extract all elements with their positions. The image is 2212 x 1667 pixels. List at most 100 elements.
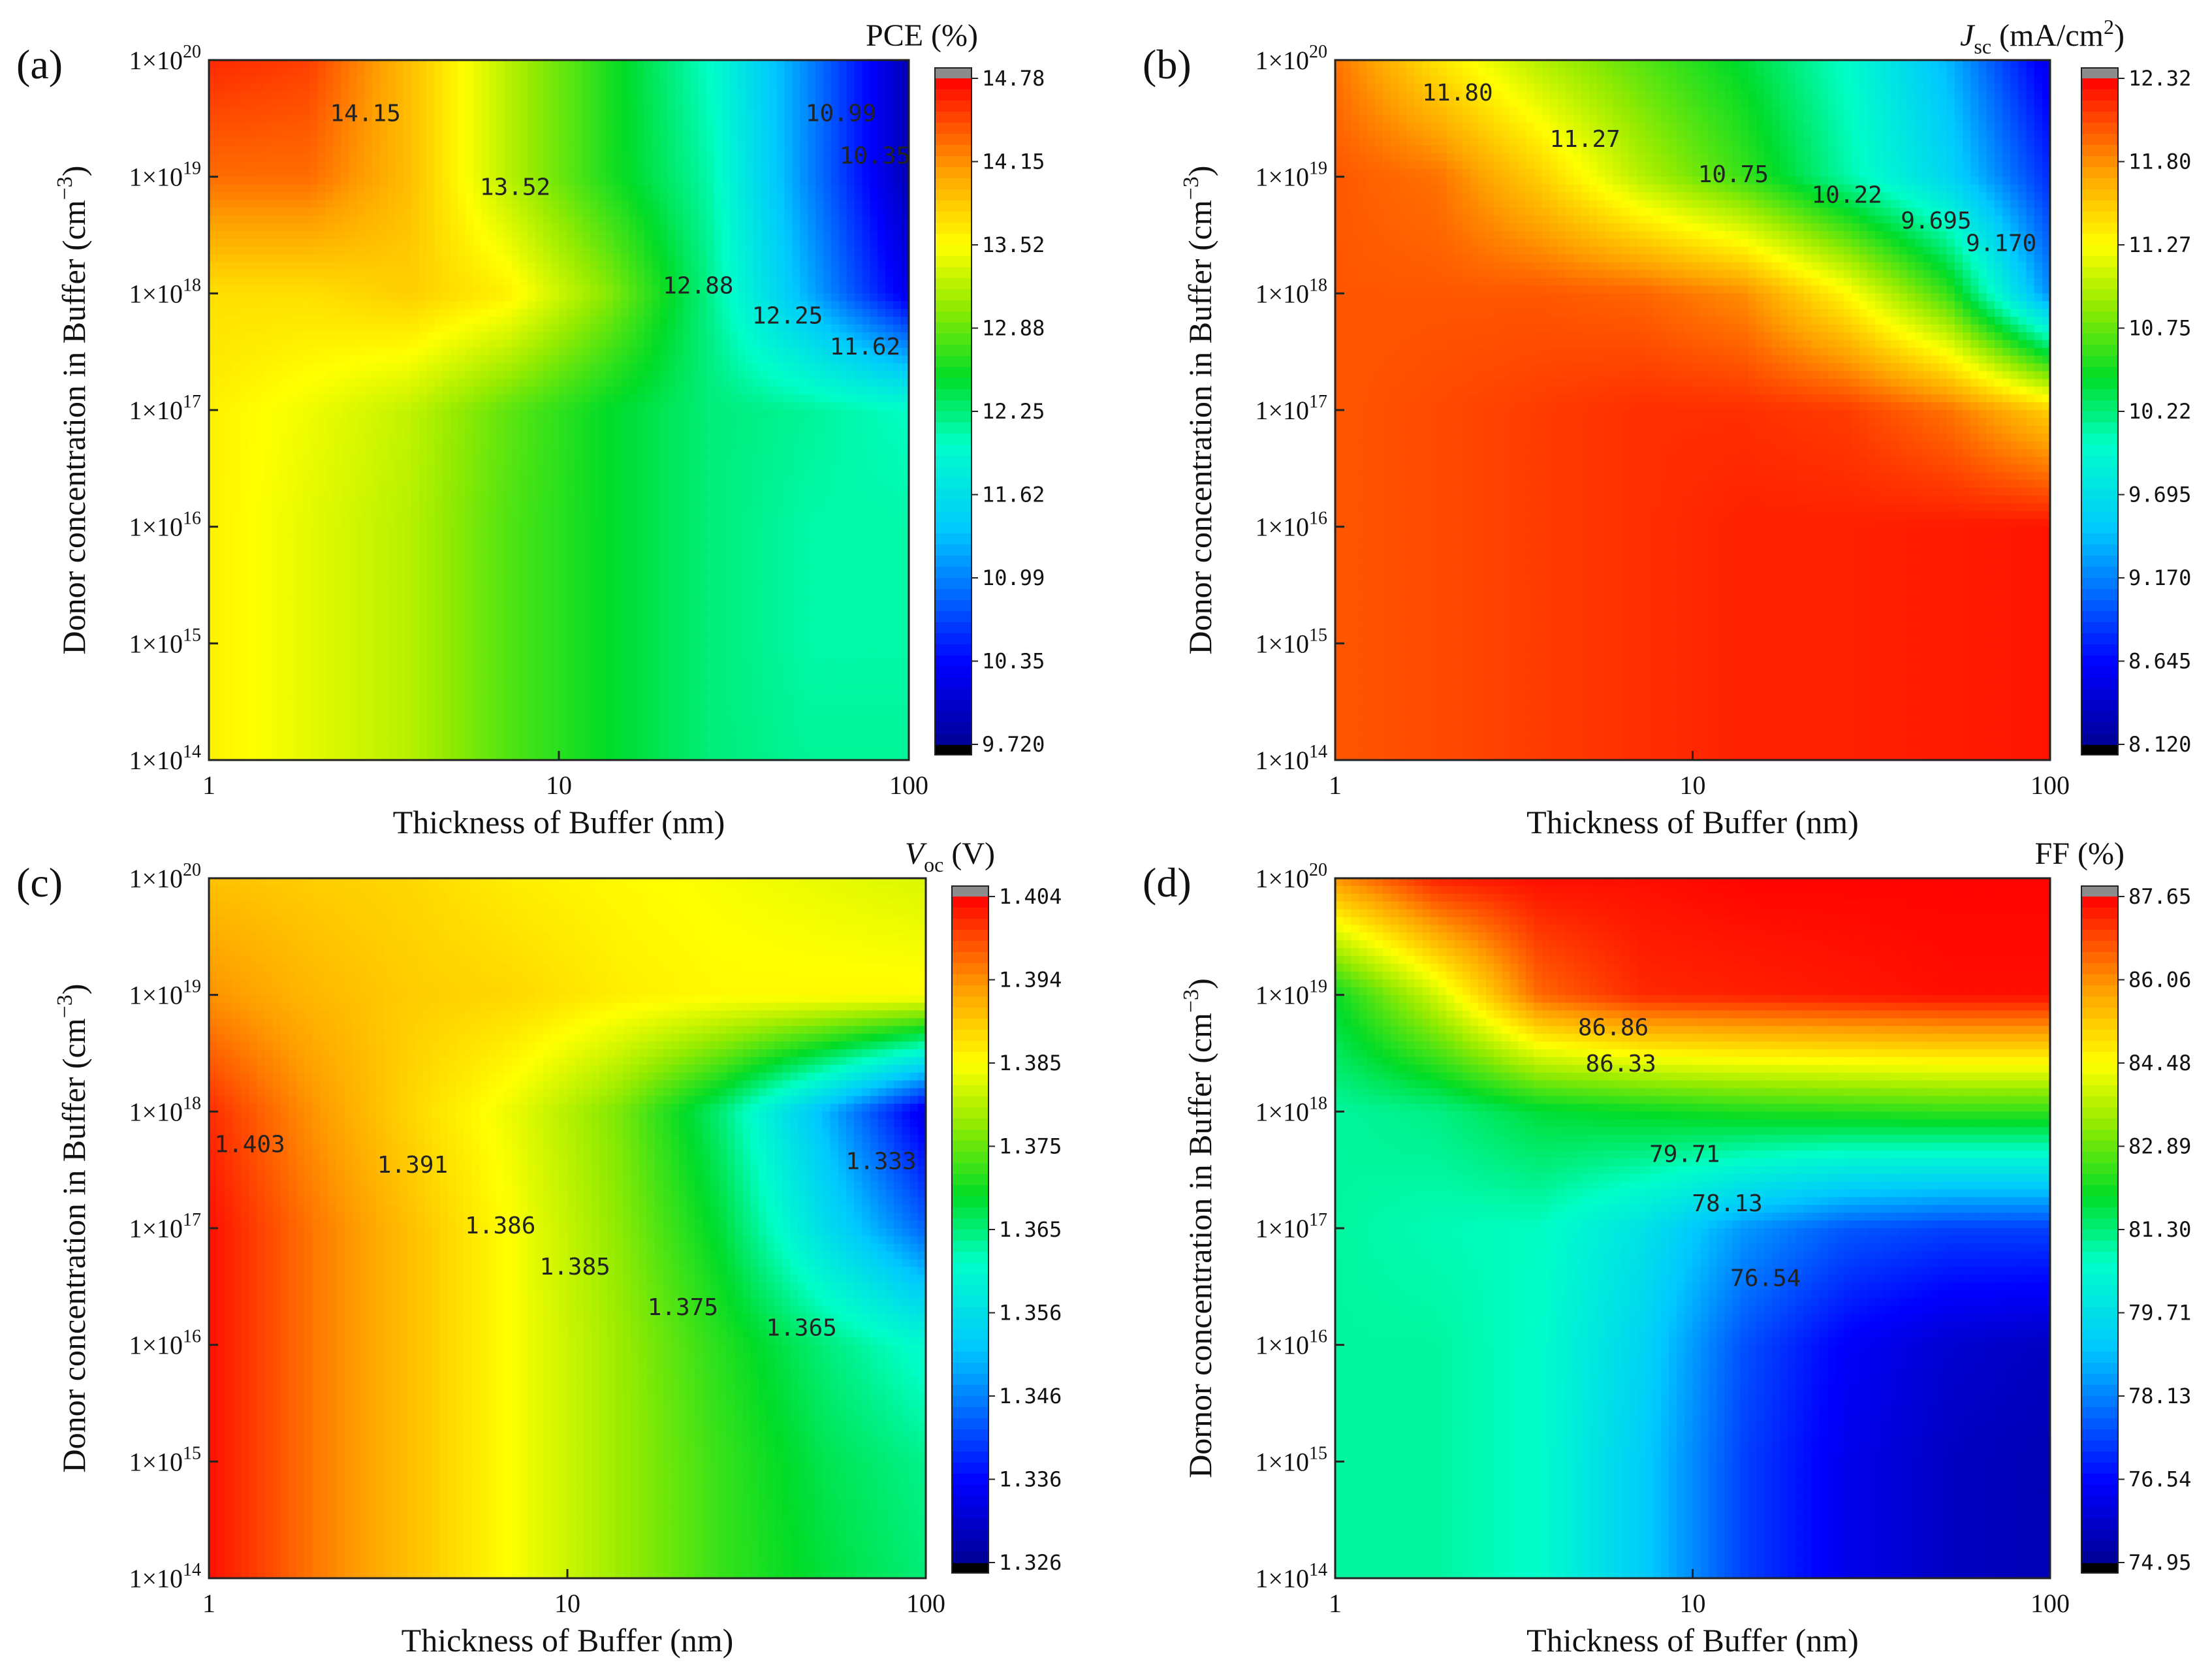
heat-cell [255,340,264,349]
heat-cell [753,285,762,294]
heat-cell [364,301,373,310]
heat-cell [543,340,552,349]
heat-cell [823,425,832,434]
heat-cell [644,106,653,116]
heat-cell [675,301,684,310]
heat-cell [325,425,334,434]
heat-cell [504,480,513,488]
heat-cell [644,464,653,473]
heat-cell [862,324,871,333]
heat-cell [535,441,544,450]
heat-cell [349,433,358,442]
heat-cell [271,488,279,496]
heat-cell [287,371,295,380]
heat-cell [488,456,498,466]
heat-cell [722,449,731,458]
heat-cell [644,130,653,138]
heat-cell [263,138,272,146]
heat-cell [302,449,311,458]
heat-cell [411,223,420,232]
heat-cell [271,223,279,232]
heat-cell [722,285,731,294]
heat-cell [800,379,808,388]
heat-cell [792,417,801,426]
heat-cell [800,231,808,240]
heat-cell [893,67,902,76]
heat-cell [699,262,708,271]
heat-cell [737,456,746,466]
heat-cell [240,60,249,69]
heat-cell [255,285,264,294]
heat-cell [419,99,428,108]
heat-cell [232,410,241,419]
heat-cell [411,91,420,100]
heat-cell [372,130,381,138]
heat-cell [450,441,458,450]
heat-cell [317,153,326,162]
heat-cell [597,91,607,100]
heat-cell [240,262,249,271]
heat-cell [551,363,560,372]
heat-cell [753,75,762,84]
heat-cell [481,168,490,178]
heat-cell [520,332,529,341]
heat-cell [496,138,505,146]
heat-cell [247,138,257,146]
heat-cell [403,238,412,247]
heat-cell [356,208,366,217]
heat-cell [240,254,249,263]
heat-cell [582,223,591,232]
heat-cell [356,456,366,466]
heat-cell [854,417,863,426]
heat-cell [846,347,855,357]
heat-cell [387,387,396,395]
heat-cell [309,464,319,473]
heat-cell [372,153,381,162]
heat-cell [730,75,738,84]
heat-cell [830,394,840,403]
heat-cell [263,355,272,364]
heat-cell [737,254,746,263]
heat-cell [543,433,552,442]
heat-cell [683,402,692,411]
heat-cell [504,99,513,108]
heat-cell [870,238,879,247]
heat-cell [675,449,684,458]
heat-cell [333,254,342,263]
heat-cell [333,168,342,178]
heat-cell [395,99,404,108]
heat-cell [597,168,607,178]
heat-cell [287,146,295,154]
heat-cell [683,417,692,426]
heat-cell [232,301,241,310]
heat-cell [387,122,396,131]
heat-cell [364,441,373,450]
heat-cell [808,394,816,403]
heat-cell [520,184,529,193]
heat-cell [792,138,801,146]
heat-cell [792,262,801,271]
heat-cell [753,200,762,209]
heat-cell [815,215,824,224]
heat-cell [559,231,567,240]
heat-cell [613,402,622,411]
heat-cell [830,355,840,364]
heat-cell [317,91,326,100]
heat-cell [683,91,692,100]
heat-cell [380,231,388,240]
heat-cell [808,146,816,154]
heat-cell [434,363,443,372]
heat-cell [691,192,700,201]
heat-cell [551,278,560,287]
heat-cell [271,449,279,458]
heat-cell [644,161,653,170]
heat-cell [870,67,879,76]
heat-cell [838,184,847,193]
heat-cell [846,355,855,364]
heat-cell [706,168,716,178]
heat-cell [667,262,676,271]
heat-cell [317,347,326,357]
heat-cell [224,153,233,162]
heat-cell [317,208,326,217]
heat-cell [255,472,264,481]
